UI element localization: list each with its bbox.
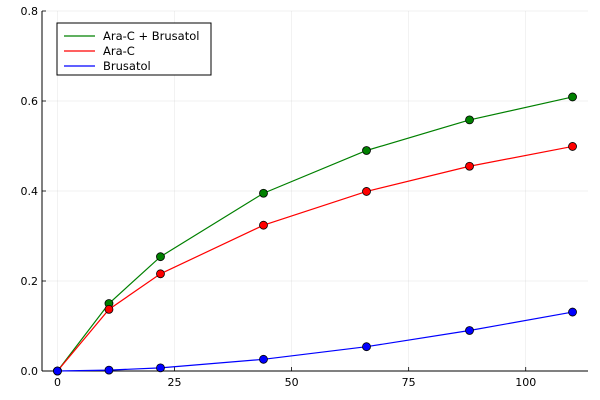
data-point [362, 146, 371, 155]
series-layer [53, 92, 577, 376]
series-1 [53, 142, 577, 376]
data-point [568, 142, 577, 151]
series-0 [53, 92, 577, 376]
data-point [259, 354, 268, 364]
y-tick-label: 0.4 [21, 185, 39, 198]
data-point [259, 220, 268, 230]
series-line [56, 145, 573, 372]
data-point [156, 269, 165, 279]
axes: 0 25 50 75 100 0.0 0.2 0.4 0.6 0.8 [21, 5, 588, 389]
x-tick-label: 100 [515, 376, 536, 389]
x-tick-label: 50 [285, 376, 299, 389]
x-tick-label: 75 [402, 376, 416, 389]
y-tick-label: 0.6 [21, 95, 39, 108]
legend-label: Ara-C + Brusatol [103, 29, 199, 43]
data-point [259, 188, 268, 198]
data-point [465, 161, 474, 171]
legend-label: Ara-C [103, 44, 135, 58]
data-point [156, 363, 165, 373]
series-2 [53, 307, 577, 376]
x-tick-label: 25 [168, 376, 182, 389]
x-tick-label: 0 [54, 376, 61, 389]
legend-label: Brusatol [103, 59, 151, 73]
data-point [104, 304, 114, 314]
data-point [104, 365, 114, 375]
data-point [568, 307, 577, 317]
y-tick-label: 0.2 [21, 275, 39, 288]
series-line [56, 96, 573, 372]
data-point [362, 342, 371, 352]
data-point [465, 115, 474, 125]
y-tick-label: 0.0 [21, 365, 39, 378]
data-point [53, 366, 62, 376]
series-line [57, 311, 573, 372]
data-point [568, 92, 577, 102]
data-point [156, 252, 165, 262]
y-tick-label: 0.8 [21, 5, 39, 18]
data-point [465, 326, 474, 335]
data-point [362, 187, 371, 196]
